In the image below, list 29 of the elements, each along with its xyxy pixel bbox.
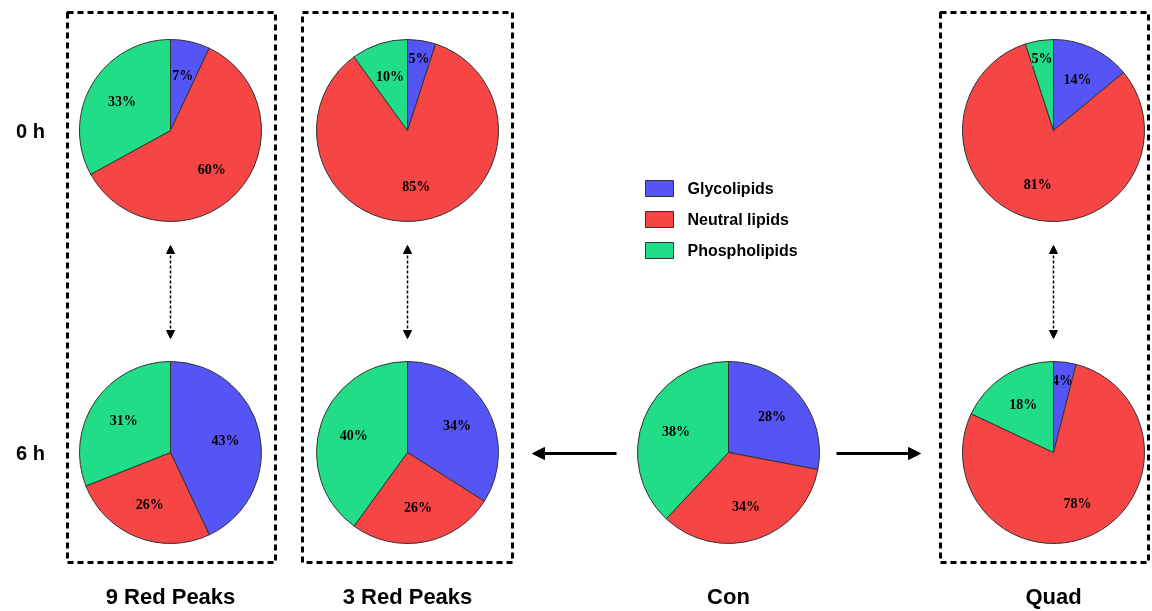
data-label: 43%: [211, 432, 240, 448]
text: 0 h: [16, 119, 45, 142]
data-label: 38%: [662, 424, 691, 440]
legend-label: Phospholipids: [687, 242, 798, 259]
data-label: 81%: [1023, 177, 1052, 193]
data-label: 5%: [1031, 51, 1053, 67]
legend-label: Neutral lipids: [687, 211, 789, 228]
text: Quad: [1025, 584, 1082, 609]
data-label: 40%: [339, 427, 368, 443]
data-label: 31%: [109, 413, 138, 429]
text: 6 h: [16, 441, 45, 464]
data-label: 34%: [731, 498, 760, 514]
text: 9 Red Peaks: [105, 584, 236, 609]
data-label: 26%: [135, 497, 164, 513]
data-label: 34%: [442, 417, 471, 433]
data-label: 60%: [197, 161, 226, 177]
data-label: 85%: [402, 178, 431, 194]
data-label: 18%: [1009, 397, 1038, 413]
data-label: 26%: [404, 500, 433, 516]
data-label: 33%: [107, 94, 136, 110]
data-label: 10%: [376, 69, 405, 85]
data-label: 28%: [757, 409, 786, 425]
text: 3 Red Peaks: [342, 584, 473, 609]
data-label: 14%: [1063, 71, 1092, 87]
data-label: 5%: [408, 51, 430, 67]
legend-label: Glycolipids: [687, 180, 774, 197]
data-label: 7%: [172, 67, 194, 83]
data-label: 78%: [1063, 496, 1092, 512]
text: Con: [707, 584, 750, 609]
